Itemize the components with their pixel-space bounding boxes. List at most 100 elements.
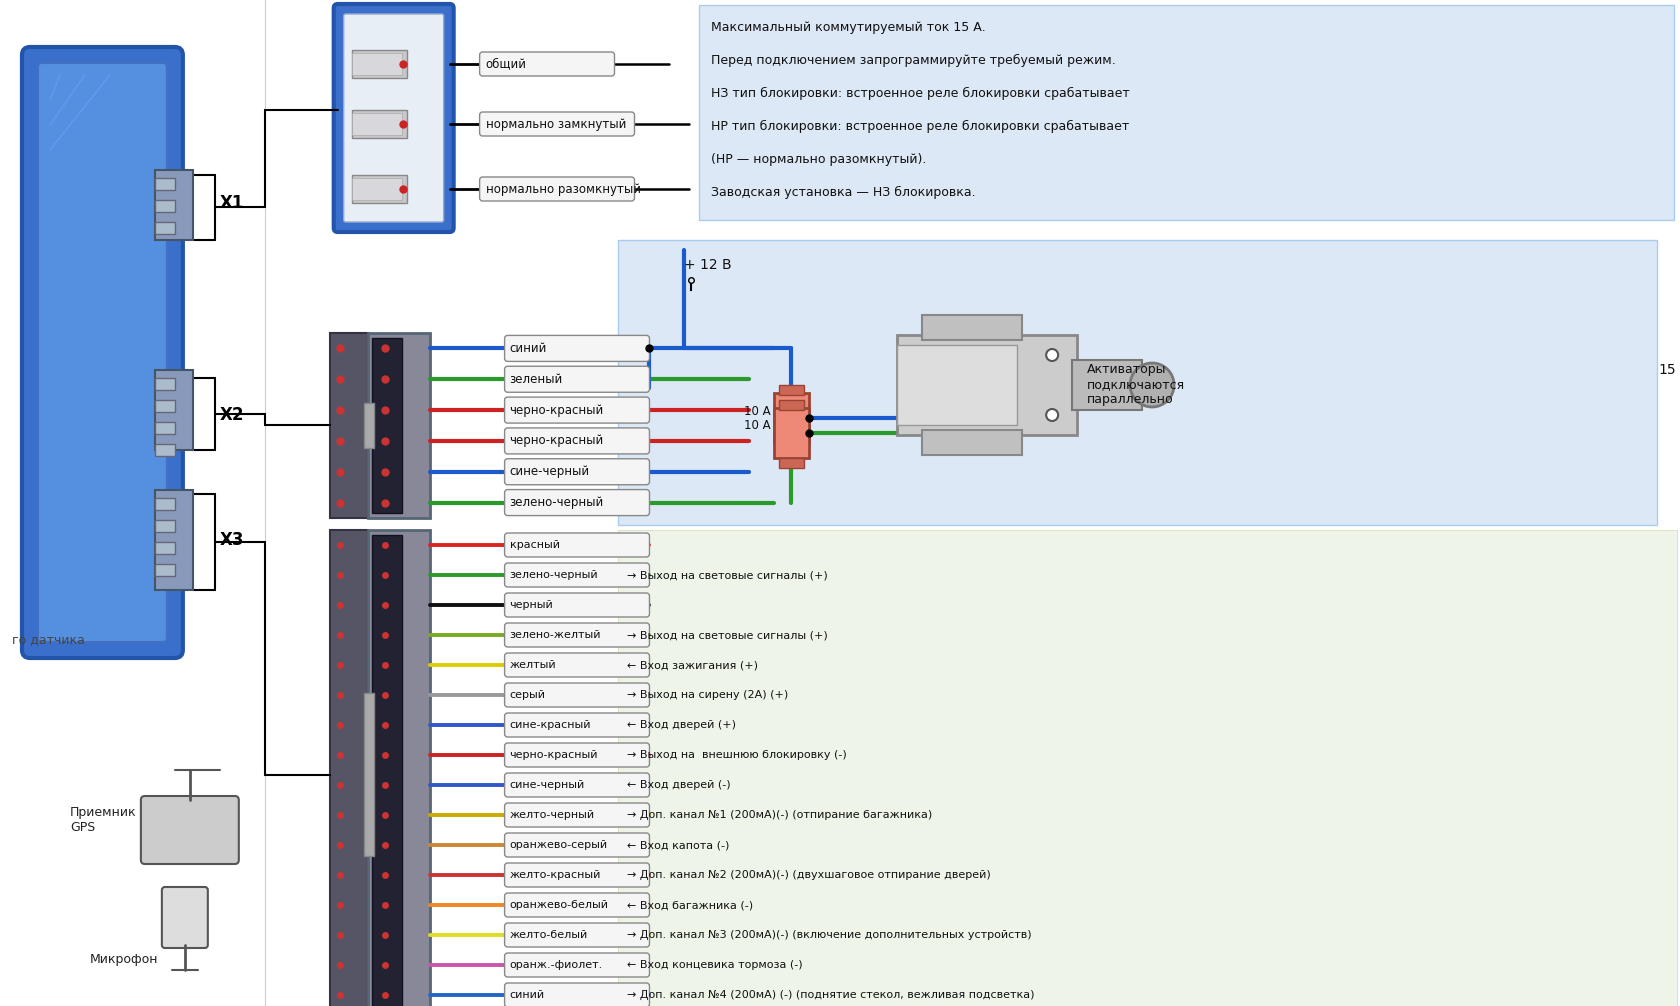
FancyBboxPatch shape [504, 893, 648, 917]
Text: Максимальный коммутируемый ток 15 А.: Максимальный коммутируемый ток 15 А. [711, 20, 986, 33]
Text: го датчика: го датчика [12, 634, 84, 647]
Bar [351, 178, 402, 200]
Text: зелено-черный: зелено-черный [509, 496, 603, 509]
Text: ← Вход концевика тормоза (-): ← Вход концевика тормоза (-) [627, 960, 803, 970]
Text: → Доп. канал №4 (200мА) (-) (поднятие стекол, вежливая подсветка): → Доп. канал №4 (200мА) (-) (поднятие ст… [627, 990, 1035, 1000]
Bar [351, 110, 407, 138]
Bar [897, 335, 1077, 435]
Text: зеленый: зеленый [509, 373, 563, 385]
Text: X3: X3 [220, 531, 244, 549]
Bar [368, 530, 430, 1006]
Circle shape [1129, 363, 1173, 407]
Bar [351, 113, 402, 135]
Text: желто-белый: желто-белый [509, 930, 588, 940]
Bar [780, 444, 803, 454]
Bar [351, 50, 407, 78]
FancyBboxPatch shape [504, 490, 648, 516]
FancyBboxPatch shape [504, 459, 648, 485]
Bar [617, 530, 1675, 1006]
Text: Приемник
GPS: Приемник GPS [71, 806, 136, 834]
Bar [155, 498, 175, 510]
FancyBboxPatch shape [22, 47, 183, 658]
Bar [155, 564, 175, 576]
Text: желтый: желтый [509, 660, 556, 670]
FancyBboxPatch shape [504, 335, 648, 361]
FancyBboxPatch shape [504, 428, 648, 454]
Text: черно-красный: черно-красный [509, 750, 598, 760]
Text: ← Вход дверей (-): ← Вход дверей (-) [627, 780, 731, 790]
Text: НР тип блокировки: встроенное реле блокировки срабатывает: НР тип блокировки: встроенное реле блоки… [711, 120, 1129, 133]
FancyBboxPatch shape [504, 533, 648, 557]
Bar [155, 520, 175, 532]
Text: нормально замкнутый: нормально замкнутый [486, 118, 625, 131]
Text: X2: X2 [220, 406, 244, 424]
Bar [363, 403, 373, 448]
Bar [1072, 360, 1141, 410]
Bar [780, 458, 803, 468]
Text: общий: общий [486, 57, 526, 70]
Bar [363, 693, 373, 856]
Text: → Выход на сирену (2А) (+): → Выход на сирену (2А) (+) [627, 690, 788, 700]
Text: + 12 В: + 12 В [684, 258, 731, 272]
Bar [371, 535, 402, 1006]
Text: Заводская установка — НЗ блокировка.: Заводская установка — НЗ блокировка. [711, 185, 976, 198]
Text: (НР — нормально разомкнутый).: (НР — нормально разомкнутый). [711, 153, 926, 166]
Bar [897, 345, 1016, 425]
Text: черный: черный [509, 600, 553, 610]
Text: X1: X1 [220, 194, 244, 212]
Text: черно-красный: черно-красный [509, 403, 603, 416]
Text: синий: синий [509, 990, 544, 1000]
Text: Перед подключением запрограммируйте требуемый режим.: Перед подключением запрограммируйте треб… [711, 53, 1116, 66]
Bar [155, 542, 175, 554]
Text: сине-черный: сине-черный [509, 780, 585, 790]
Text: желто-красный: желто-красный [509, 870, 601, 880]
Text: Микрофон: Микрофон [89, 954, 158, 967]
Text: синий: синий [509, 342, 546, 355]
Text: → Доп. канал №3 (200мА)(-) (включение дополнительных устройств): → Доп. канал №3 (200мА)(-) (включение до… [627, 930, 1032, 940]
Bar [155, 370, 193, 450]
FancyBboxPatch shape [504, 713, 648, 737]
Bar [699, 5, 1673, 220]
Text: ← Вход зажигания (+): ← Вход зажигания (+) [627, 660, 758, 670]
Bar [155, 422, 175, 434]
Text: → Доп. канал №2 (200мА)(-) (двухшаговое отпирание дверей): → Доп. канал №2 (200мА)(-) (двухшаговое … [627, 870, 991, 880]
Bar [155, 222, 175, 234]
Text: → Выход на  внешнюю блокировку (-): → Выход на внешнюю блокировку (-) [627, 750, 847, 760]
FancyBboxPatch shape [504, 773, 648, 797]
Text: 10 А: 10 А [744, 420, 771, 433]
FancyBboxPatch shape [39, 63, 166, 642]
FancyBboxPatch shape [504, 366, 648, 392]
Bar [329, 333, 368, 518]
Text: → Выход на световые сигналы (+): → Выход на световые сигналы (+) [627, 570, 828, 580]
FancyBboxPatch shape [504, 397, 648, 424]
Bar [922, 430, 1021, 455]
FancyBboxPatch shape [504, 953, 648, 977]
FancyBboxPatch shape [504, 833, 648, 857]
Bar [922, 315, 1021, 340]
Text: оранж.-фиолет.: оранж.-фиолет. [509, 960, 603, 970]
FancyBboxPatch shape [504, 653, 648, 677]
Bar [774, 393, 808, 444]
Circle shape [1045, 349, 1057, 361]
Text: НЗ тип блокировки: встроенное реле блокировки срабатывает: НЗ тип блокировки: встроенное реле блоки… [711, 87, 1129, 100]
Bar [368, 333, 430, 518]
Text: → Выход на световые сигналы (+): → Выход на световые сигналы (+) [627, 630, 828, 640]
Bar [155, 200, 175, 212]
Bar [351, 175, 407, 203]
Text: Активаторы
подключаются
параллельно: Активаторы подключаются параллельно [1087, 363, 1184, 406]
FancyBboxPatch shape [504, 863, 648, 887]
FancyBboxPatch shape [343, 14, 444, 222]
FancyBboxPatch shape [504, 983, 648, 1006]
Bar [155, 170, 193, 240]
FancyBboxPatch shape [141, 796, 239, 864]
FancyBboxPatch shape [504, 593, 648, 617]
Bar [155, 178, 175, 190]
Text: зелено-желтый: зелено-желтый [509, 630, 601, 640]
Bar [351, 53, 402, 75]
Text: оранжево-серый: оранжево-серый [509, 840, 608, 850]
FancyBboxPatch shape [504, 743, 648, 767]
Text: зелено-черный: зелено-черный [509, 570, 598, 580]
Text: сине-черный: сине-черный [509, 465, 590, 478]
Bar [155, 444, 175, 456]
Bar [155, 490, 193, 590]
